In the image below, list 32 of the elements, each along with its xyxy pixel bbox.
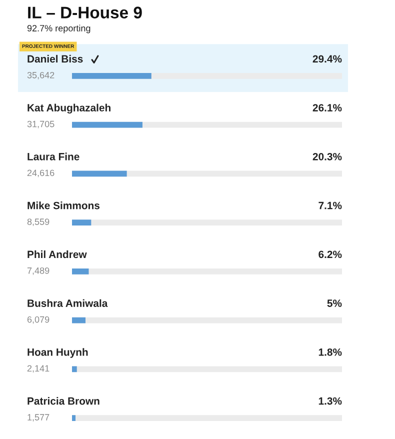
- data-label: 1.3%: [318, 397, 342, 405]
- chart-subtitle: 92.7% reporting: [27, 24, 90, 34]
- bar: [72, 317, 86, 324]
- data-label: 29.4%: [312, 55, 342, 63]
- text: 7,489: [27, 267, 50, 275]
- text: 24,616: [27, 170, 54, 178]
- y-tick-label: Laura Fine: [28, 152, 80, 160]
- text: 31,705: [27, 120, 54, 128]
- y-tick-label: Hoan Huynh: [28, 348, 88, 358]
- y-tick-label: Bushra Amiwala: [28, 299, 108, 307]
- text: 1,577: [28, 414, 50, 422]
- bar: [72, 170, 127, 177]
- text: 6,079: [27, 316, 50, 324]
- data-label: 20.3%: [312, 152, 342, 160]
- bar: [72, 415, 76, 421]
- data-label: 26.1%: [312, 104, 342, 112]
- bar: [72, 220, 92, 226]
- bar: [72, 366, 77, 372]
- text: 35,642: [27, 72, 54, 80]
- data-label: 7.1%: [318, 202, 342, 210]
- y-tick-label: Daniel Biss: [28, 54, 83, 63]
- y-tick-label: Patricia Brown: [28, 397, 100, 405]
- text: 8,559: [27, 218, 50, 226]
- y-tick-label: Kat Abughazaleh: [28, 104, 110, 114]
- bar: [72, 268, 89, 274]
- data-label: 6.2%: [318, 250, 342, 258]
- y-tick-label: Phil Andrew: [28, 250, 87, 258]
- data-label: 5%: [327, 300, 342, 307]
- text: 2,141: [27, 365, 50, 373]
- data-label: 1.8%: [318, 348, 342, 356]
- y-tick-label: Mike Simmons: [28, 202, 100, 210]
- chart-title: IL – D-House 9: [28, 6, 142, 18]
